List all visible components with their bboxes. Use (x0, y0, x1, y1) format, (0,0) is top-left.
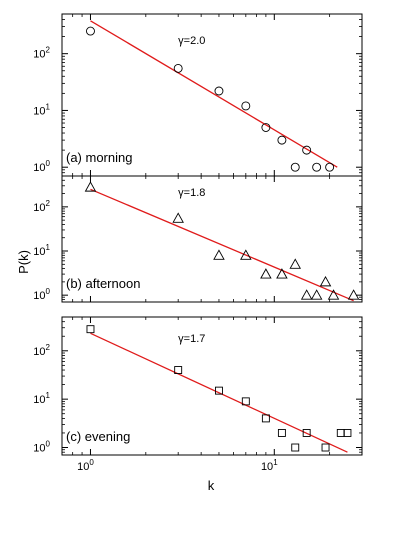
panel-1: 100 101 102 γ=1.8 (b) afternoon (33, 175, 363, 303)
panel-label: (b) afternoon (66, 276, 140, 291)
data-point (302, 145, 312, 155)
data-point (84, 181, 97, 192)
panels: 100 101 102 γ=2.0 (a) morning 100 101 102 γ=1.8 (… (33, 13, 363, 473)
y-tick-label: 101 (33, 243, 50, 258)
data-point (336, 429, 345, 437)
x-tick-label: 100 (77, 458, 94, 473)
fit-line (90, 20, 338, 168)
fit-exponent-label: γ=1.8 (178, 187, 205, 199)
data-point (276, 268, 288, 279)
data-point (343, 429, 352, 437)
y-tick-label: 102 (33, 343, 50, 358)
fit-line (90, 332, 348, 453)
data-point (214, 86, 224, 96)
data-point (300, 289, 313, 300)
y-tick-label: 102 (33, 46, 50, 61)
panel-frame (61, 316, 363, 456)
panel-label: (c) evening (66, 429, 130, 444)
minor-ticks (61, 176, 362, 303)
panel-label: (a) morning (66, 150, 132, 165)
data-point (327, 289, 340, 300)
data-point (310, 289, 323, 300)
data-point (261, 123, 271, 132)
panel-0: 100 101 102 γ=2.0 (a) morning (33, 13, 363, 177)
data-point (86, 26, 95, 36)
y-tick-label: 102 (33, 199, 50, 214)
fit-exponent-label: γ=1.7 (178, 333, 205, 345)
y-axis-title: P(k) (16, 250, 31, 274)
data-point (290, 162, 300, 172)
data-point (174, 366, 183, 374)
data-point (86, 325, 95, 334)
data-point (260, 268, 272, 279)
data-point (289, 258, 302, 269)
data-point (213, 249, 225, 260)
data-point (302, 429, 311, 437)
data-point (172, 212, 184, 223)
data-point (241, 397, 250, 406)
fit-exponent-label: γ=2.0 (178, 35, 205, 47)
data-point (319, 275, 332, 287)
fit-line (90, 188, 354, 302)
y-tick-label: 100 (33, 287, 50, 302)
y-tick-label: 101 (33, 102, 50, 117)
data-point (321, 443, 330, 452)
data-point (173, 63, 183, 73)
y-tick-label: 101 (33, 391, 50, 406)
data-point (347, 289, 360, 300)
data-point (325, 162, 335, 172)
panel-frame (61, 175, 363, 303)
data-point (240, 249, 252, 260)
x-axis-title: k (208, 478, 215, 493)
minor-ticks (61, 317, 362, 456)
panel-2: 100 101 100 101 102 γ=1.7 (c) evening (33, 316, 363, 473)
data-point (312, 162, 322, 172)
data-point (291, 443, 300, 452)
y-tick-label: 100 (33, 440, 50, 455)
x-tick-label: 101 (261, 458, 278, 473)
data-point (241, 101, 251, 111)
data-point (261, 414, 270, 423)
data-point (277, 135, 287, 145)
data-point (277, 429, 286, 437)
y-tick-label: 100 (33, 159, 50, 174)
data-point (215, 386, 223, 395)
